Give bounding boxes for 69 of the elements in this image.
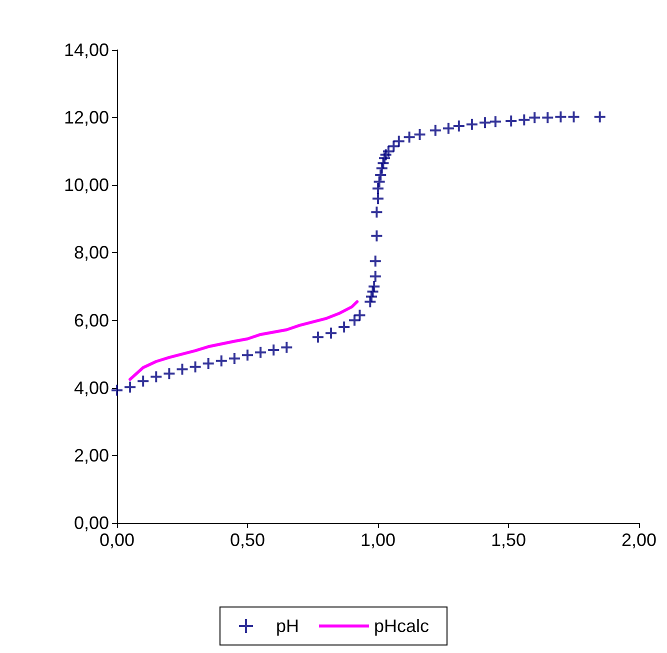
point xyxy=(372,182,384,196)
point xyxy=(387,140,400,153)
point xyxy=(228,352,241,365)
point xyxy=(124,380,137,394)
y-tick-label: 0,00 xyxy=(74,513,109,533)
point xyxy=(554,110,568,124)
point xyxy=(188,360,202,374)
point xyxy=(375,162,388,175)
point xyxy=(374,168,388,182)
point xyxy=(267,344,280,357)
point xyxy=(353,308,366,322)
x-tick-label: 2,00 xyxy=(621,530,657,550)
x-tick-label: 1,00 xyxy=(360,530,396,550)
legend-label: pHcalc xyxy=(374,616,430,636)
point xyxy=(254,346,268,359)
point xyxy=(428,124,442,137)
point xyxy=(176,362,189,376)
point xyxy=(593,110,606,124)
point xyxy=(280,340,294,354)
point xyxy=(368,270,382,283)
point xyxy=(136,374,150,388)
point xyxy=(202,357,215,370)
legend-label: pH xyxy=(276,616,299,636)
point xyxy=(368,280,381,293)
y-tick-label: 8,00 xyxy=(74,242,109,263)
point xyxy=(402,130,416,144)
point xyxy=(442,122,455,135)
point xyxy=(488,115,502,128)
point xyxy=(518,113,531,126)
point xyxy=(366,285,380,298)
point xyxy=(370,229,384,242)
x-tick-label: 0,00 xyxy=(99,530,135,550)
point xyxy=(376,156,390,170)
point xyxy=(379,148,392,162)
point xyxy=(372,175,386,188)
point xyxy=(382,144,395,158)
y-tick-label: 6,00 xyxy=(74,310,109,330)
point xyxy=(372,192,384,206)
point xyxy=(311,330,324,344)
point xyxy=(567,110,580,124)
point xyxy=(338,320,351,334)
point xyxy=(392,134,406,148)
point xyxy=(378,152,392,165)
point xyxy=(541,111,554,124)
line-series xyxy=(128,300,359,381)
point xyxy=(241,348,254,362)
point xyxy=(364,295,377,308)
point xyxy=(478,116,492,130)
x-tick-label: 0,50 xyxy=(230,530,266,550)
y-tick-label: 10,00 xyxy=(64,175,109,196)
point xyxy=(465,118,478,131)
point xyxy=(110,384,124,397)
point xyxy=(504,114,518,128)
x-tick-label: 1,50 xyxy=(490,530,526,550)
point xyxy=(370,206,384,219)
point xyxy=(150,370,163,384)
point xyxy=(413,128,426,141)
point xyxy=(368,254,382,268)
y-tick-label: 2,00 xyxy=(74,445,109,466)
point xyxy=(528,111,542,124)
y-tick-label: 4,00 xyxy=(74,378,109,398)
point xyxy=(214,354,228,368)
point xyxy=(162,367,176,380)
point xyxy=(348,314,362,327)
y-tick-label: 14,00 xyxy=(64,40,109,60)
y-tick-label: 12,00 xyxy=(64,108,109,128)
point xyxy=(452,120,466,133)
point xyxy=(364,290,378,304)
point xyxy=(324,326,338,340)
